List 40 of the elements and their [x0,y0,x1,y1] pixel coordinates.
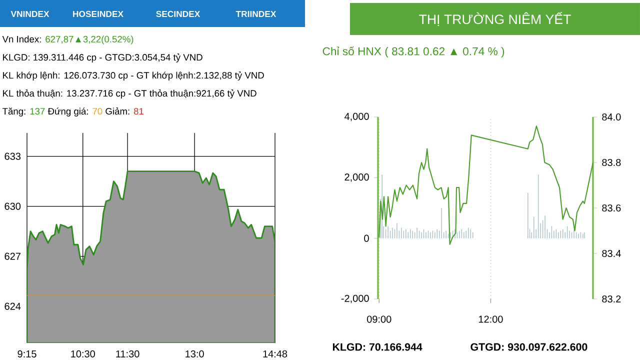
text: GTGD: 930.097.622.600 [470,343,588,351]
text: 137 [30,108,45,115]
y2-tick-label: 83.8 [602,158,621,166]
y2-tick-label: 84.0 [602,113,621,121]
text: Đứng giá: [48,108,88,116]
y-tick-label: 633 [4,152,21,160]
text: Vn Index: [2,36,41,42]
x-tick-label: 13:0 [186,350,204,358]
x-tick-label: 9:15 [18,350,36,358]
y2-tick-label: 83.6 [602,204,621,212]
x-tick-label: 12:00 [478,316,503,323]
y-tick-label: 624 [4,302,21,310]
chart-title: THỊ TRƯỜNG NIÊM YẾT [419,12,571,26]
y2-tick-label: 83.2 [602,295,621,303]
text: VNINDEX [10,11,50,17]
chart-subtitle: Chỉ số HNX ( 83.81 0.62 ▲ 0.74 % ) [322,46,504,58]
text: 81 [134,108,144,115]
y-tick-label: 4,000 [344,112,369,122]
y-tick-label: 627 [4,252,20,260]
y-tick-label: 630 [4,202,21,210]
text: KL thỏa thuận: 13.237.716 cp - GT thỏa thuận:921,66 tỷ VND [3,90,256,98]
text: 70 [92,108,102,115]
text: HOSEINDEX [73,10,124,18]
y-tick-label: -2,000 [341,294,369,304]
y2-tick-label: 83.4 [602,250,621,258]
y-tick-label: 0 [364,234,369,242]
line-series [378,126,593,245]
text: Giảm: [106,108,130,115]
text: KL khớp lệnh: 126.073.730 cp - GT khớp lệnh:2.132,88 tỷ VND [3,72,264,80]
x-tick-label: 09:00 [367,316,392,323]
x-tick-label: 11:30 [116,350,140,358]
text: Tăng: [2,108,26,116]
x-tick-label: 10:30 [71,350,95,358]
text: 627,87▲3,22(0.52%) [46,36,134,44]
text: KLGD: 70.166.944 [332,343,422,351]
x-tick-label: 14:48 [263,350,288,358]
text: KLGD: 139.311.446 cp - GTGD:3.054,54 tỷ VND [3,54,202,62]
y-tick-label: 2,000 [344,174,369,182]
text: SECINDEX [156,10,200,18]
text: TRIINDEX [236,11,276,17]
